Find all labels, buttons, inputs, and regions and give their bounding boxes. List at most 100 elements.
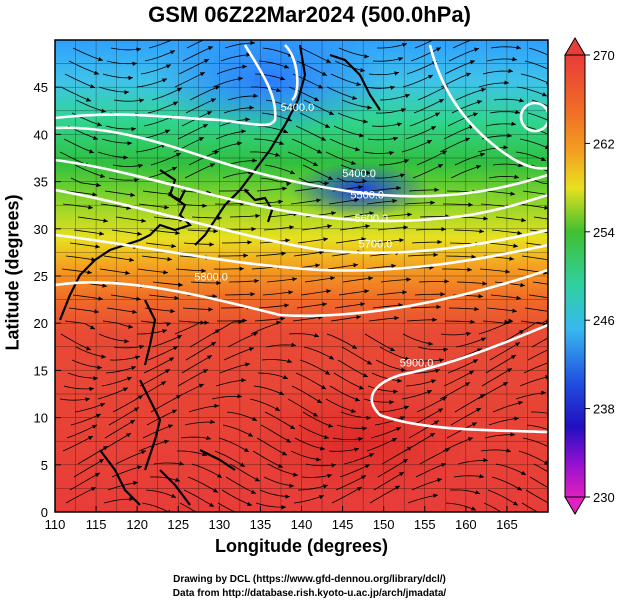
streamline-arrowhead [443, 347, 448, 352]
streamline [72, 294, 104, 300]
streamline-arrowhead [98, 57, 103, 62]
streamline-arrowhead [200, 320, 205, 325]
streamline [184, 163, 216, 179]
streamline [225, 476, 257, 494]
streamline-arrowhead [541, 157, 546, 161]
streamline-arrowhead [399, 238, 404, 243]
streamline-arrowhead [290, 170, 295, 175]
streamline-arrowhead [133, 480, 138, 486]
streamline [217, 320, 248, 322]
streamline [229, 463, 261, 482]
streamline [363, 398, 395, 403]
streamline-arrowhead [369, 453, 374, 458]
streamline-arrowhead [88, 205, 93, 210]
contour-label: 5400.0 [342, 168, 376, 180]
contour-labels: 5400.0 5400.0 5500.0 5600.0 5700.0 5800.0 5900… [194, 102, 433, 370]
streamline-arrowhead [285, 238, 290, 243]
streamline-arrowhead [99, 459, 104, 464]
streamline-arrowhead [291, 342, 296, 347]
streamline-arrowhead [168, 424, 173, 429]
streamline-arrowhead [559, 477, 564, 481]
streamline [367, 137, 399, 141]
streamline-arrowhead [285, 494, 290, 499]
streamline [101, 138, 133, 144]
streamline [410, 306, 441, 309]
streamline [298, 177, 330, 185]
streamline [515, 151, 547, 162]
streamline [335, 238, 367, 244]
streamline-arrowhead [509, 256, 514, 261]
streamline [364, 333, 396, 352]
streamline [136, 78, 168, 88]
map-title: GSM 06Z22Mar2024 (500.0hPa) [148, 2, 471, 27]
streamline-arrowhead [428, 341, 433, 346]
streamline-arrowhead [550, 310, 555, 314]
streamline-arrowhead [323, 484, 328, 489]
streamline-arrowhead [549, 360, 554, 364]
streamline [188, 405, 220, 413]
streamline [380, 278, 412, 283]
streamline-arrowhead [210, 419, 215, 424]
streamline [298, 424, 330, 439]
streamline-arrowhead [86, 97, 91, 102]
streamline [520, 73, 548, 84]
streamline [334, 60, 366, 72]
streamline-arrowhead [466, 331, 471, 337]
streamline [108, 407, 140, 426]
streamline-arrowhead [515, 342, 520, 347]
streamline [444, 60, 476, 75]
streamline-arrowhead [402, 290, 407, 295]
x-tick-label: 135 [250, 517, 272, 532]
streamline-arrowhead [125, 270, 130, 275]
streamline-arrowhead [315, 263, 320, 268]
streamline [453, 229, 485, 233]
streamline-arrowhead [473, 359, 478, 364]
streamline-arrowhead [250, 292, 255, 297]
streamline-arrowhead [476, 408, 481, 413]
streamline [141, 502, 170, 512]
streamline [401, 139, 433, 153]
streamline-arrowhead [404, 405, 409, 410]
streamline-arrowhead [292, 277, 297, 282]
streamline-arrowhead [209, 242, 214, 247]
streamline [211, 396, 243, 400]
streamline [257, 125, 289, 134]
streamline-arrowhead [391, 263, 396, 269]
streamline-arrowhead [124, 90, 129, 95]
streamline-arrowhead [163, 270, 168, 275]
streamline-arrowhead [503, 145, 508, 150]
streamline-arrowhead [130, 420, 135, 425]
colorbar: 270 262 254 246 238 230 [564, 37, 615, 515]
streamline [516, 86, 548, 97]
streamline-arrowhead [94, 70, 99, 75]
streamline-arrowhead [393, 136, 398, 141]
streamline-arrowhead [363, 119, 368, 124]
streamline-arrowhead [430, 433, 435, 438]
streamline [64, 73, 96, 89]
streamline [447, 112, 479, 127]
streamline [182, 307, 214, 310]
streamline [375, 108, 407, 114]
streamline [452, 40, 473, 49]
streamline-arrowhead [282, 451, 287, 456]
streamline [228, 280, 260, 283]
x-tick-label: 145 [332, 517, 354, 532]
streamline-arrowhead [478, 294, 483, 299]
streamline [66, 424, 98, 439]
streamline-arrowhead [202, 451, 207, 457]
streamline [445, 255, 477, 258]
streamline [257, 372, 289, 380]
streamline [227, 95, 259, 101]
streamline [374, 173, 406, 179]
streamline-arrowhead [164, 439, 169, 444]
streamline [73, 229, 105, 235]
streamline-arrowhead [508, 68, 513, 73]
streamline [488, 417, 520, 426]
colorbar-bottom-arrow [564, 496, 586, 515]
x-tick-label: 165 [496, 517, 518, 532]
streamline [61, 268, 93, 274]
streamline [478, 82, 510, 88]
streamline-arrowhead [96, 413, 101, 418]
contour-label: 5800.0 [194, 272, 228, 284]
streamline [405, 379, 437, 387]
